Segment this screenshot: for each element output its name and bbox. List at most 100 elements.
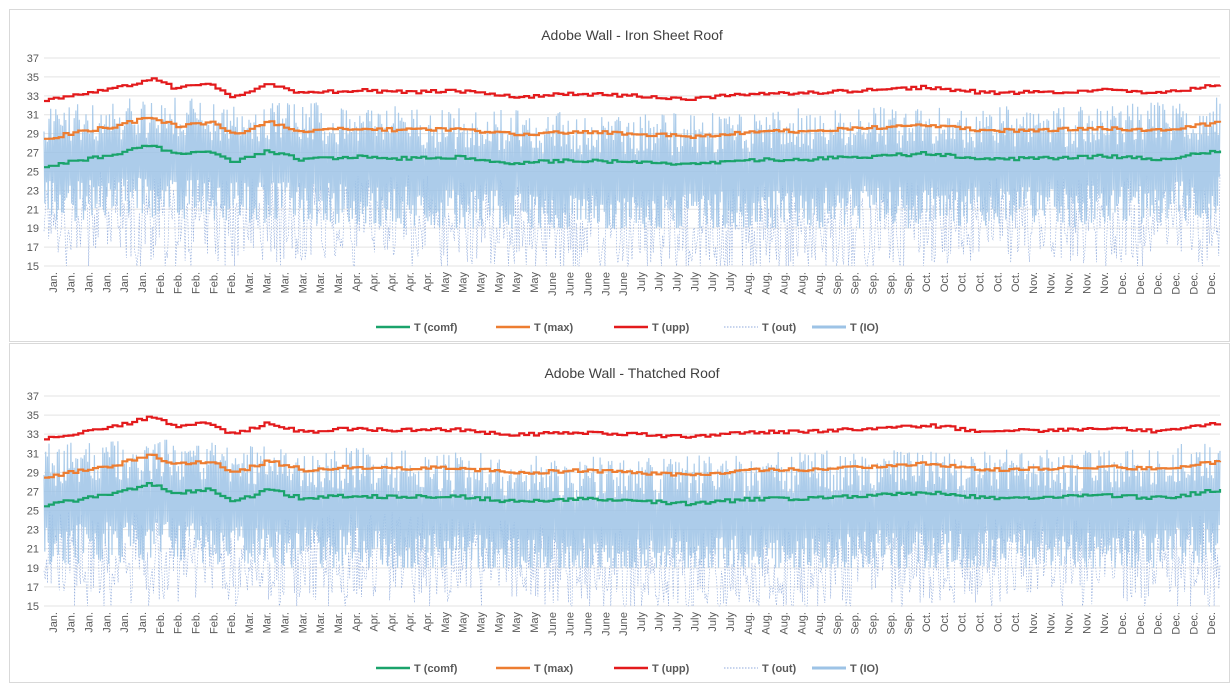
x-tick-label: July: [654, 272, 666, 292]
x-tick-label: Aug.: [779, 272, 791, 295]
x-tick-label: July: [636, 272, 648, 292]
x-tick-label: Aug.: [796, 612, 808, 635]
y-tick-label: 37: [27, 53, 39, 65]
x-tick-label: Apr.: [351, 272, 363, 292]
x-tick-label: Nov.: [1028, 612, 1040, 634]
x-tick-label: Aug.: [796, 272, 808, 295]
x-tick-label: Mar.: [333, 612, 345, 633]
x-tick-label: Apr.: [351, 612, 363, 632]
x-tick-label: May: [458, 612, 470, 633]
y-tick-label: 29: [27, 129, 39, 141]
legend-label: T (comf): [414, 663, 458, 675]
legend-label: T (out): [762, 663, 797, 675]
x-tick-label: Apr.: [369, 612, 381, 632]
y-tick-label: 33: [27, 429, 39, 441]
x-tick-label: July: [707, 612, 719, 632]
x-tick-label: Oct.: [939, 272, 951, 292]
x-tick-label: June: [565, 612, 577, 636]
x-tick-label: Nov.: [1046, 272, 1058, 294]
x-tick-label: Jan.: [101, 612, 113, 633]
x-tick-label: Nov.: [1081, 612, 1093, 634]
x-tick-label: Oct.: [1010, 272, 1022, 292]
x-tick-label: July: [725, 272, 737, 292]
x-tick-label: Mar.: [262, 272, 274, 293]
x-tick-label: Sep.: [868, 612, 880, 635]
x-tick-label: Aug.: [779, 612, 791, 635]
x-tick-label: July: [672, 272, 684, 292]
x-tick-label: Mar.: [297, 272, 309, 293]
x-tick-label: June: [547, 272, 559, 296]
x-tick-label: Jan.: [119, 612, 131, 633]
chart-title: Adobe Wall - Thatched Roof: [544, 365, 719, 381]
x-tick-label: Dec.: [1153, 612, 1165, 635]
x-tick-label: Oct.: [939, 612, 951, 632]
y-tick-label: 17: [27, 582, 39, 594]
x-tick-label: Feb.: [191, 272, 203, 294]
x-tick-label: Nov.: [1064, 612, 1076, 634]
x-tick-label: Feb.: [208, 612, 220, 634]
x-tick-label: Sep.: [868, 272, 880, 295]
x-tick-label: Mar.: [280, 612, 292, 633]
x-tick-label: Dec.: [1206, 272, 1218, 295]
x-tick-label: Jan.: [119, 272, 131, 293]
x-tick-label: May: [440, 612, 452, 633]
x-tick-label: Feb.: [226, 612, 238, 634]
x-tick-label: Apr.: [387, 272, 399, 292]
chart-title: Adobe Wall - Iron Sheet Roof: [541, 27, 723, 43]
legend-label: T (max): [534, 663, 573, 675]
series-line-tupp: [44, 415, 1222, 441]
x-tick-label: Oct.: [921, 612, 933, 632]
x-tick-label: May: [476, 612, 488, 633]
x-tick-label: Mar.: [333, 272, 345, 293]
x-tick-label: Aug.: [761, 612, 773, 635]
x-tick-label: July: [636, 612, 648, 632]
x-tick-label: Nov.: [1099, 612, 1111, 634]
x-tick-label: Dec.: [1135, 272, 1147, 295]
x-tick-label: May: [493, 612, 505, 633]
x-tick-label: Sep.: [832, 612, 844, 635]
y-tick-label: 15: [27, 261, 39, 273]
x-tick-label: Dec.: [1117, 612, 1129, 635]
x-tick-label: Oct.: [957, 612, 969, 632]
x-tick-label: Mar.: [280, 272, 292, 293]
x-tick-label: Mar.: [244, 272, 256, 293]
y-tick-label: 25: [27, 166, 39, 178]
x-tick-label: Dec.: [1188, 612, 1200, 635]
legend-label: T (out): [762, 322, 797, 334]
x-tick-label: Dec.: [1171, 272, 1183, 295]
x-tick-label: Sep.: [850, 272, 862, 295]
y-tick-label: 29: [27, 467, 39, 479]
x-tick-label: Dec.: [1188, 272, 1200, 295]
x-tick-label: Jan.: [137, 272, 149, 293]
x-tick-label: Mar.: [315, 272, 327, 293]
y-tick-label: 37: [27, 391, 39, 403]
x-tick-label: Jan.: [66, 612, 78, 633]
y-tick-label: 23: [27, 525, 39, 537]
x-tick-label: May: [458, 272, 470, 293]
y-tick-label: 27: [27, 148, 39, 160]
series-line-t-io: [43, 97, 1221, 229]
x-tick-label: Apr.: [404, 272, 416, 292]
x-tick-label: Oct.: [957, 272, 969, 292]
x-tick-label: Feb.: [226, 272, 238, 294]
x-tick-label: Nov.: [1081, 272, 1093, 294]
series-line-tcomf: [44, 144, 1222, 169]
legend-label: T (max): [534, 322, 573, 334]
y-tick-label: 17: [27, 242, 39, 254]
chart-thatched-roof: Adobe Wall - Thatched Roof 15 17 19 21 23 25 27…: [27, 365, 1222, 675]
legend-label: T (comf): [414, 322, 458, 334]
y-tick-label: 15: [27, 601, 39, 613]
x-tick-label: June: [583, 612, 595, 636]
chart-iron-sheet-roof: Adobe Wall - Iron Sheet Roof 15 17 19 21 23 25…: [27, 27, 1222, 334]
x-tick-label: Apr.: [422, 612, 434, 632]
x-tick-label: May: [493, 272, 505, 293]
x-tick-label: Feb.: [208, 272, 220, 294]
x-tick-label: Jan.: [84, 612, 96, 633]
legend-label: T (upp): [652, 663, 690, 675]
series-line-tmax: [44, 453, 1222, 479]
x-tick-label: Dec.: [1153, 272, 1165, 295]
x-tick-label: Sep.: [850, 612, 862, 635]
legend-label: T (upp): [652, 322, 690, 334]
x-tick-label: Feb.: [173, 272, 185, 294]
x-tick-label: Sep.: [903, 272, 915, 295]
